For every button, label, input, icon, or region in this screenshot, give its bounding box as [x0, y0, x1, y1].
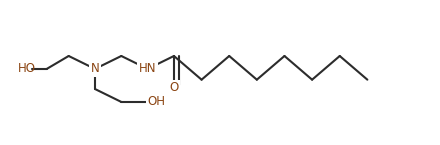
Text: HN: HN — [139, 62, 156, 75]
Text: OH: OH — [148, 95, 165, 108]
Text: O: O — [169, 81, 179, 94]
Text: N: N — [91, 62, 99, 75]
Text: HO: HO — [18, 62, 36, 75]
